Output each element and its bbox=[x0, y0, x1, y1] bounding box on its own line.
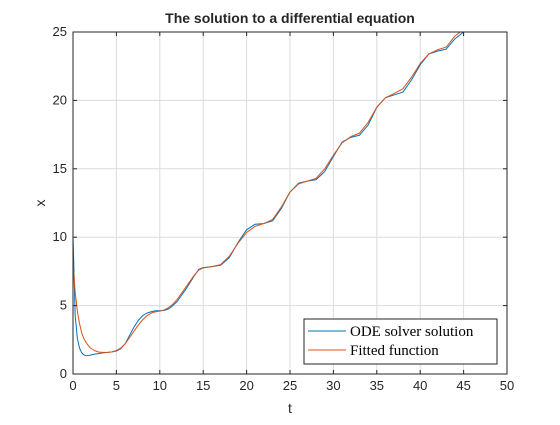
x-tick-label: 50 bbox=[500, 378, 514, 393]
chart-title: The solution to a differential equation bbox=[165, 10, 415, 26]
y-tick-label: 5 bbox=[60, 298, 67, 313]
axes: 0 5 10 15 20 25 30 35 40 45 50 0 5 10 15 20 25 bbox=[53, 24, 515, 393]
x-axis-label: t bbox=[288, 400, 292, 416]
legend-label-1: ODE solver solution bbox=[350, 324, 474, 340]
x-tick-label: 25 bbox=[283, 378, 297, 393]
series-line-2 bbox=[73, 32, 461, 353]
x-tick-label: 20 bbox=[239, 378, 253, 393]
x-tick-label: 0 bbox=[69, 378, 76, 393]
x-tick-label: 35 bbox=[370, 378, 384, 393]
y-tick-label: 0 bbox=[60, 366, 67, 381]
legend: ODE solver solution Fitted function bbox=[303, 318, 498, 365]
legend-box bbox=[303, 318, 498, 365]
y-tick-label: 20 bbox=[53, 92, 67, 107]
y-axis-label: x bbox=[32, 200, 48, 207]
legend-label-2: Fitted function bbox=[350, 343, 439, 359]
y-tick-label: 10 bbox=[53, 229, 67, 244]
x-tick-label: 10 bbox=[153, 378, 167, 393]
x-tick-label: 15 bbox=[196, 378, 210, 393]
x-tick-label: 45 bbox=[456, 378, 470, 393]
x-tick-label: 30 bbox=[326, 378, 340, 393]
y-tick-label: 15 bbox=[53, 161, 67, 176]
x-tick-label: 5 bbox=[113, 378, 120, 393]
y-tick-label: 25 bbox=[53, 24, 67, 39]
series-layer bbox=[73, 32, 465, 357]
x-tick-label: 40 bbox=[413, 378, 427, 393]
